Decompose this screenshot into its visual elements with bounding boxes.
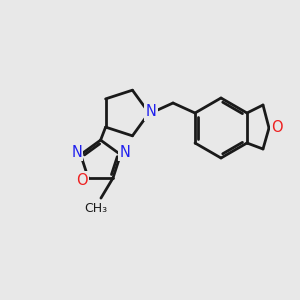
Text: CH₃: CH₃ (84, 202, 107, 214)
Text: N: N (119, 145, 130, 160)
Text: N: N (146, 104, 157, 119)
Text: N: N (71, 145, 82, 160)
Text: O: O (76, 172, 88, 188)
Text: O: O (271, 121, 283, 136)
